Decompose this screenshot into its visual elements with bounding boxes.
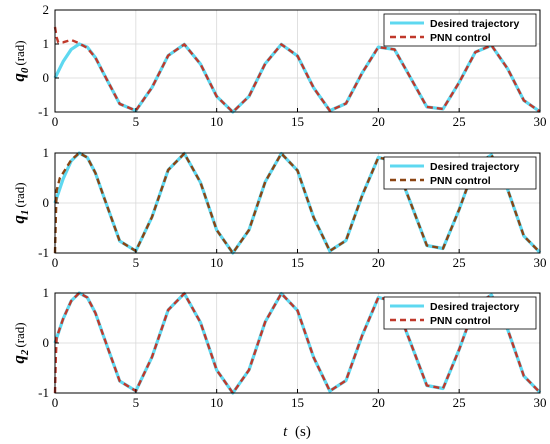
x-tick-label: 30: [534, 395, 547, 410]
legend-label: PNN control: [430, 32, 491, 44]
x-tick-label: 15: [291, 255, 304, 270]
x-axis-label: t (s): [283, 424, 311, 440]
x-tick-label: 30: [534, 255, 547, 270]
y-axis-label-subscript: 1: [19, 210, 31, 216]
x-tick-label: 0: [52, 114, 59, 129]
y-axis-label: q1 (rad): [9, 182, 31, 223]
y-axis-label-unit: (rad): [12, 40, 27, 65]
x-tick-label: 25: [453, 255, 466, 270]
legend: Desired trajectory PNN control: [383, 296, 537, 330]
x-tick-label: 10: [210, 114, 223, 129]
y-axis-label-subscript: 2: [19, 349, 31, 356]
legend-label: Desired trajectory: [430, 18, 519, 30]
x-tick-label: 20: [372, 114, 385, 129]
legend: Desired trajectory PNN control: [383, 13, 537, 47]
y-axis-label-main: q: [9, 215, 28, 224]
y-axis-label-subscript: 0: [19, 67, 31, 73]
legend: Desired trajectory PNN control: [383, 156, 537, 190]
y-axis-label-main: q: [9, 73, 28, 82]
y-tick-label: -1: [38, 245, 49, 260]
y-axis-label: q0 (rad): [9, 40, 31, 81]
legend-box: [383, 296, 537, 330]
y-tick-label: 0: [43, 70, 50, 85]
y-axis-label-main: q: [9, 355, 28, 364]
legend-label: Desired trajectory: [430, 161, 519, 173]
x-tick-label: 5: [133, 255, 140, 270]
x-axis-label-main: t: [283, 424, 288, 440]
y-tick-label: 1: [43, 145, 50, 160]
x-tick-label: 5: [133, 114, 140, 129]
x-tick-label: 15: [291, 114, 304, 129]
y-axis-label: q2 (rad): [9, 322, 31, 363]
legend-label: PNN control: [430, 175, 491, 187]
y-tick-label: 2: [43, 2, 50, 17]
x-tick-label: 10: [210, 255, 223, 270]
x-tick-label: 0: [52, 395, 59, 410]
y-tick-label: -1: [38, 385, 49, 400]
legend-label: Desired trajectory: [430, 301, 519, 313]
x-tick-label: 10: [210, 395, 223, 410]
x-tick-label: 25: [453, 114, 466, 129]
legend-label: PNN control: [430, 315, 491, 327]
x-tick-label: 0: [52, 255, 59, 270]
legend-box: [383, 156, 537, 190]
y-tick-label: 1: [43, 36, 50, 51]
y-tick-label: 0: [43, 195, 50, 210]
x-tick-label: 30: [534, 114, 547, 129]
y-tick-label: 0: [43, 335, 50, 350]
y-axis-label-unit: (rad): [12, 322, 27, 347]
y-tick-label: 1: [43, 285, 50, 300]
x-tick-label: 20: [372, 395, 385, 410]
y-tick-label: -1: [38, 104, 49, 119]
x-tick-label: 5: [133, 395, 140, 410]
x-tick-label: 20: [372, 255, 385, 270]
x-axis-label-unit: (s): [295, 424, 311, 440]
series-line-pnn-control: [53, 151, 541, 255]
x-tick-label: 25: [453, 395, 466, 410]
series-line-pnn-control: [53, 291, 541, 395]
legend-box: [383, 13, 537, 47]
x-tick-label: 15: [291, 395, 304, 410]
y-axis-label-unit: (rad): [12, 182, 27, 207]
series-line-pnn-control: [53, 26, 541, 114]
